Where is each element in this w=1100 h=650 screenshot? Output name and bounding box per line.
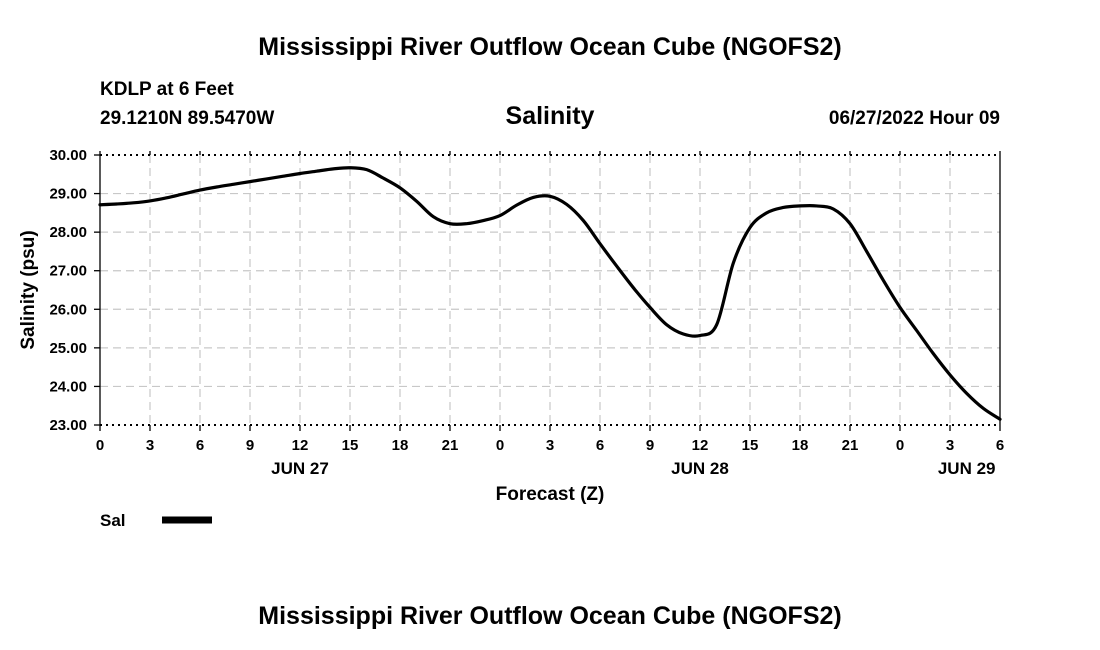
y-tick-label: 29.00 (49, 186, 87, 203)
x-tick-label: 0 (896, 437, 904, 454)
y-tick-label: 24.00 (49, 378, 87, 395)
chart-title: Salinity (506, 102, 595, 130)
legend-label: Sal (100, 511, 126, 530)
x-tick-label: 3 (546, 437, 554, 454)
date-label: JUN 27 (271, 459, 329, 478)
date-label: JUN 29 (938, 459, 996, 478)
y-tick-label: 23.00 (49, 417, 87, 434)
x-tick-label: 18 (392, 437, 409, 454)
y-axis-title: Salinity (psu) (18, 230, 39, 349)
x-tick-label: 15 (742, 437, 759, 454)
x-tick-label: 0 (96, 437, 104, 454)
footer-title: Mississippi River Outflow Ocean Cube (NG… (258, 602, 841, 630)
y-tick-label: 25.00 (49, 340, 87, 357)
x-tick-label: 21 (842, 437, 859, 454)
x-tick-label: 9 (646, 437, 654, 454)
x-tick-label: 6 (196, 437, 204, 454)
x-axis-date-labels: JUN 27 JUN 28 JUN 29 (271, 459, 995, 478)
x-tick-label: 12 (292, 437, 309, 454)
x-tick-label: 6 (596, 437, 604, 454)
x-tick-label: 6 (996, 437, 1004, 454)
y-tick-label: 30.00 (49, 147, 87, 164)
x-tick-label: 0 (496, 437, 504, 454)
x-tick-label: 18 (792, 437, 809, 454)
y-tick-label: 28.00 (49, 224, 87, 241)
x-tick-label: 3 (946, 437, 954, 454)
page-title: Mississippi River Outflow Ocean Cube (NG… (258, 33, 841, 61)
x-axis-title: Forecast (Z) (496, 484, 605, 505)
station-name: KDLP at 6 Feet (100, 79, 234, 100)
legend: Sal (100, 511, 212, 530)
x-tick-label: 9 (246, 437, 254, 454)
date-label: JUN 28 (671, 459, 729, 478)
x-tick-label: 12 (692, 437, 709, 454)
y-axis-ticks: 23.00 24.00 25.00 26.00 27.00 28.00 29.00 30.00 (49, 147, 100, 434)
x-axis-ticks: 0 3 6 9 12 15 18 21 0 3 6 9 12 15 18 21 0 3 6 (96, 151, 1004, 454)
y-tick-label: 27.00 (49, 263, 87, 280)
y-tick-label: 26.00 (49, 301, 87, 318)
forecast-run-time: 06/27/2022 Hour 09 (829, 108, 1000, 129)
x-tick-label: 3 (146, 437, 154, 454)
x-tick-label: 15 (342, 437, 359, 454)
series-layer (98, 166, 1002, 421)
grid-lines (100, 155, 1000, 425)
series-line-sal (98, 166, 1002, 421)
station-coordinates: 29.1210N 89.5470W (100, 108, 274, 129)
x-tick-label: 21 (442, 437, 459, 454)
